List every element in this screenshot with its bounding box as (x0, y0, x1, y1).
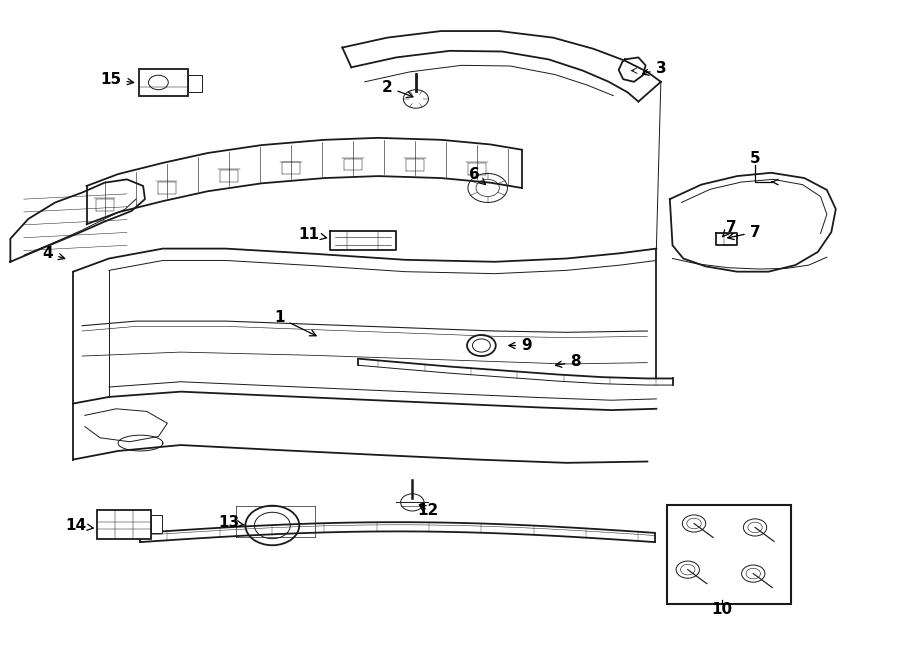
Text: 11: 11 (299, 226, 327, 242)
Text: 14: 14 (66, 518, 94, 533)
Bar (667, 505, 791, 604)
Text: 9: 9 (508, 338, 532, 353)
Text: 7: 7 (728, 224, 760, 240)
Bar (188, 75, 202, 93)
Text: 10: 10 (711, 602, 733, 617)
Text: 3: 3 (643, 61, 666, 76)
Text: 12: 12 (417, 503, 438, 518)
Text: 15: 15 (100, 71, 133, 87)
Text: 1: 1 (274, 310, 316, 336)
Text: 13: 13 (218, 514, 245, 530)
Text: 7: 7 (723, 220, 736, 236)
Text: 4: 4 (42, 246, 65, 261)
Bar (139, 70, 188, 95)
Text: 6: 6 (469, 167, 485, 185)
Text: 8: 8 (555, 354, 580, 369)
Bar (97, 510, 151, 539)
Text: 5: 5 (750, 151, 760, 166)
Bar (151, 515, 162, 534)
Text: 2: 2 (382, 79, 413, 97)
